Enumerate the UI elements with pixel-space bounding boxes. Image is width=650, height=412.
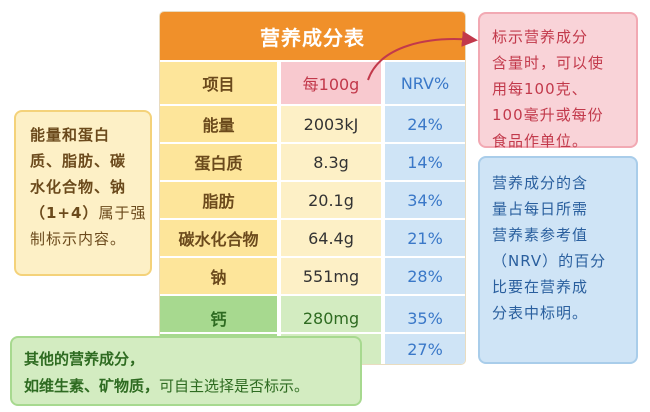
row-nrv: 24% bbox=[385, 106, 465, 142]
row-amount: 551mg bbox=[281, 258, 381, 294]
note-line: 制标示内容。 bbox=[30, 230, 127, 248]
note-line: 量占每日所需 bbox=[492, 200, 589, 218]
row-name: 脂肪 bbox=[160, 182, 277, 218]
note-line: 含量时，可以使 bbox=[492, 54, 605, 72]
green-strip bbox=[385, 296, 465, 304]
note-bold: 如维生素、矿物质， bbox=[24, 377, 160, 395]
note-mandatory: 能量和蛋白 质、脂肪、碳 水化合物、钠 （1+4）属于强 制标示内容。 bbox=[14, 110, 152, 276]
note-plain: 属于强 bbox=[98, 204, 147, 222]
row-amount: 64.4g bbox=[281, 220, 381, 256]
note-line: 比要在营养成 bbox=[492, 278, 589, 296]
note-line: 标示营养成分 bbox=[492, 28, 589, 46]
note-line: 食品作单位。 bbox=[492, 132, 589, 150]
nutrition-table: 营养成分表 项目 每100g NRV% 能量 2003kJ 24% 蛋白质 8.… bbox=[160, 12, 465, 364]
row-name: 钙 bbox=[160, 304, 277, 332]
note-line: 质、脂肪、碳 bbox=[30, 152, 127, 170]
row-name: 钠 bbox=[160, 258, 277, 294]
note-nrv: 营养成分的含 量占每日所需 营养素参考值 （NRV）的百分 比要在营养成 分表中… bbox=[478, 156, 638, 364]
row-nrv: 14% bbox=[385, 144, 465, 180]
row-nrv: 28% bbox=[385, 258, 465, 294]
row-amount: 2003kJ bbox=[281, 106, 381, 142]
note-line: 100毫升或每份 bbox=[492, 106, 604, 124]
note-line: （NRV）的百分 bbox=[492, 252, 607, 270]
note-line: 能量和蛋白 bbox=[30, 126, 111, 144]
table-title: 营养成分表 bbox=[160, 12, 465, 60]
row-nrv: 21% bbox=[385, 220, 465, 256]
header-per100: 每100g bbox=[281, 62, 381, 104]
note-optional: 其他的营养成分， 如维生素、矿物质，可自主选择是否标示。 bbox=[10, 336, 362, 406]
header-item: 项目 bbox=[160, 62, 277, 104]
row-nrv: 34% bbox=[385, 182, 465, 218]
note-line: 分表中标明。 bbox=[492, 304, 589, 322]
green-strip bbox=[281, 296, 381, 304]
row-nrv: 27% bbox=[385, 334, 465, 364]
note-plain: 可自主选择是否标示。 bbox=[159, 377, 310, 395]
green-strip bbox=[160, 296, 277, 304]
note-line: 营养成分的含 bbox=[492, 174, 589, 192]
row-nrv: 35% bbox=[385, 304, 465, 332]
row-amount: 8.3g bbox=[281, 144, 381, 180]
row-name: 碳水化合物 bbox=[160, 220, 277, 256]
header-nrv: NRV% bbox=[385, 62, 465, 104]
note-line: 如维生素、矿物质，可自主选择是否标示。 bbox=[24, 373, 348, 400]
note-line: 其他的营养成分， bbox=[24, 350, 145, 368]
note-line: 水化合物、钠 bbox=[30, 178, 127, 196]
row-amount: 20.1g bbox=[281, 182, 381, 218]
row-amount: 280mg bbox=[281, 304, 381, 332]
note-line: 用每100克、 bbox=[492, 80, 588, 98]
note-line: 营养素参考值 bbox=[492, 226, 589, 244]
note-bold: （1+4） bbox=[30, 204, 99, 222]
row-name: 能量 bbox=[160, 106, 277, 142]
row-name: 蛋白质 bbox=[160, 144, 277, 180]
note-unit: 标示营养成分 含量时，可以使 用每100克、 100毫升或每份 食品作单位。 bbox=[478, 12, 638, 150]
note-line: （1+4）属于强 bbox=[30, 200, 145, 226]
